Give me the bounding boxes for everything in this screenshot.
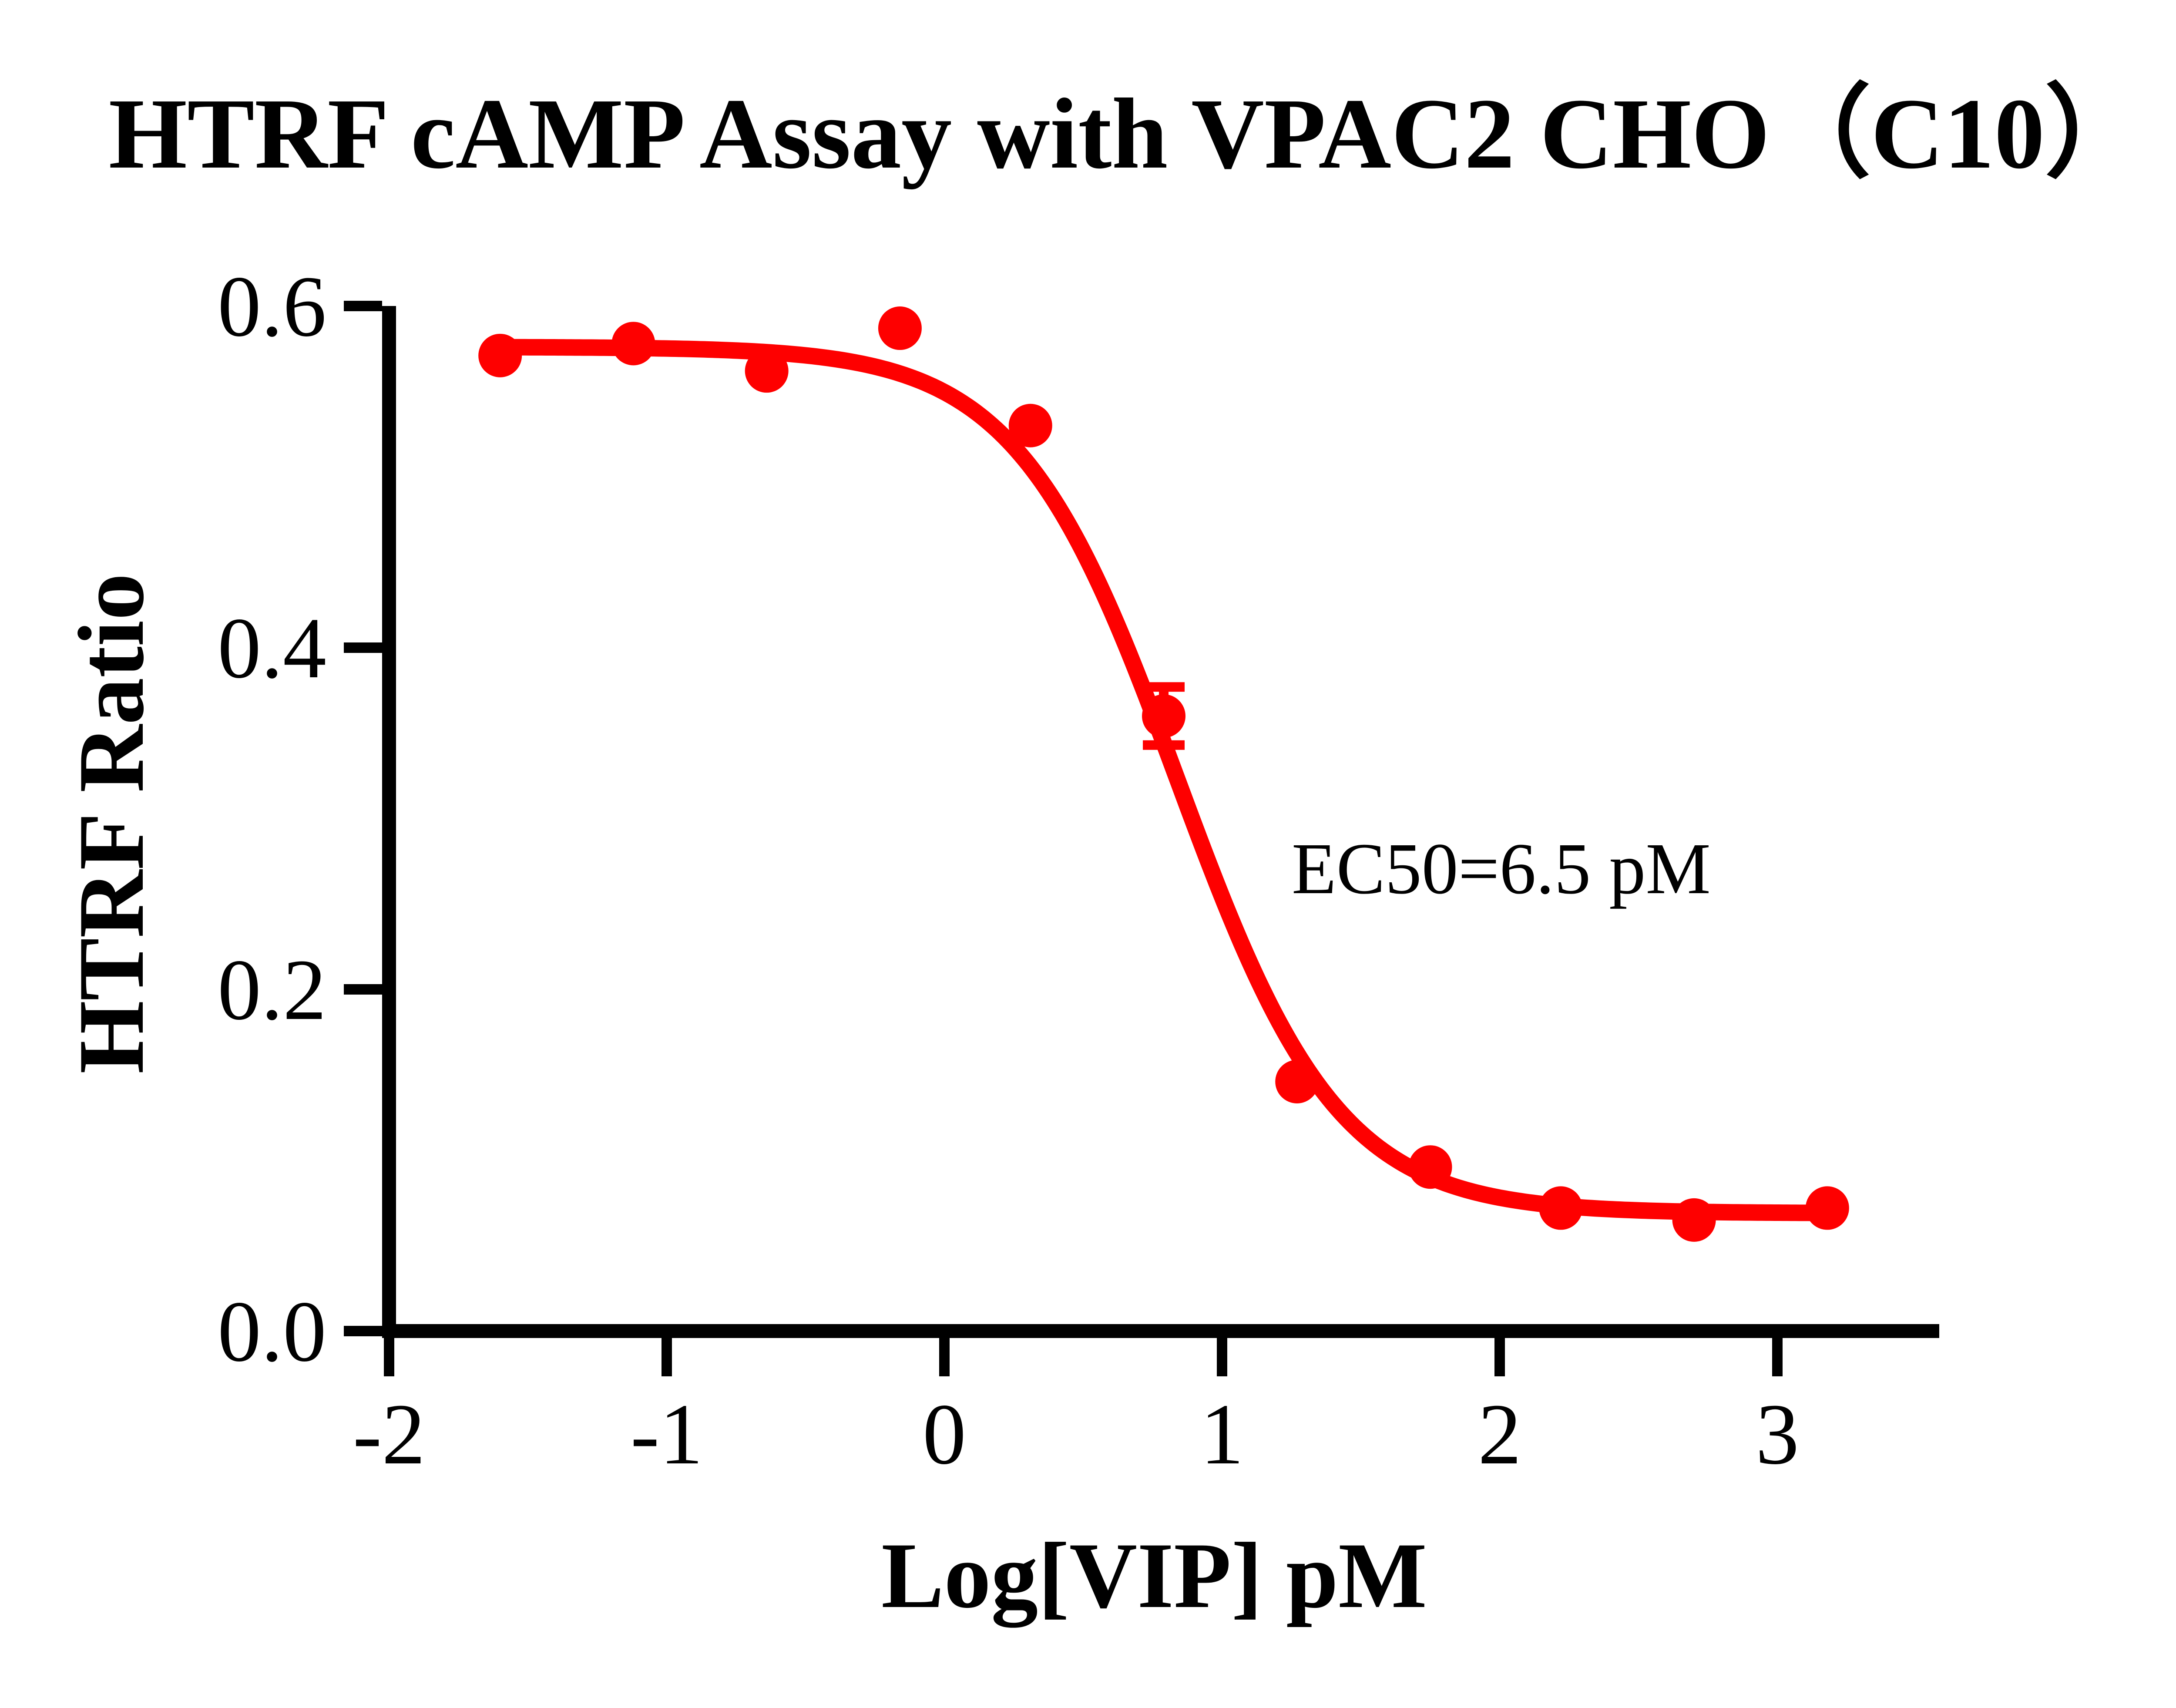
- y-tick-label: 0.2: [218, 942, 326, 1038]
- y-tick-label: 0.0: [218, 1284, 326, 1380]
- y-tick-label: 0.4: [218, 600, 326, 696]
- data-point: [1408, 1145, 1452, 1189]
- x-axis-label: Log[VIP] pM: [881, 1523, 1427, 1627]
- x-tick-label: -1: [631, 1386, 703, 1483]
- ec50-annotation: EC50=6.5 pM: [1292, 828, 1711, 909]
- x-tick-label: 3: [1756, 1386, 1799, 1483]
- data-point: [1142, 694, 1186, 738]
- fit-curve: [492, 339, 1833, 1221]
- x-tick-label: 1: [1200, 1386, 1244, 1483]
- data-point: [745, 349, 789, 393]
- data-point: [478, 333, 522, 377]
- data-point: [611, 322, 655, 366]
- axis-spines: [382, 306, 1939, 1338]
- y-tick-label: 0.6: [218, 259, 326, 355]
- data-point: [1672, 1198, 1716, 1242]
- x-tick-label: 0: [923, 1386, 966, 1483]
- chart-title: HTRF cAMP Assay with VPAC2 CHO（C10）: [108, 78, 2146, 190]
- data-point: [878, 306, 922, 350]
- data-point: [1805, 1186, 1849, 1230]
- x-tick-label: 2: [1478, 1386, 1521, 1483]
- data-point: [1275, 1059, 1319, 1103]
- data-point: [1008, 403, 1052, 447]
- data-point: [1539, 1186, 1583, 1230]
- x-tick-label: -2: [353, 1386, 426, 1483]
